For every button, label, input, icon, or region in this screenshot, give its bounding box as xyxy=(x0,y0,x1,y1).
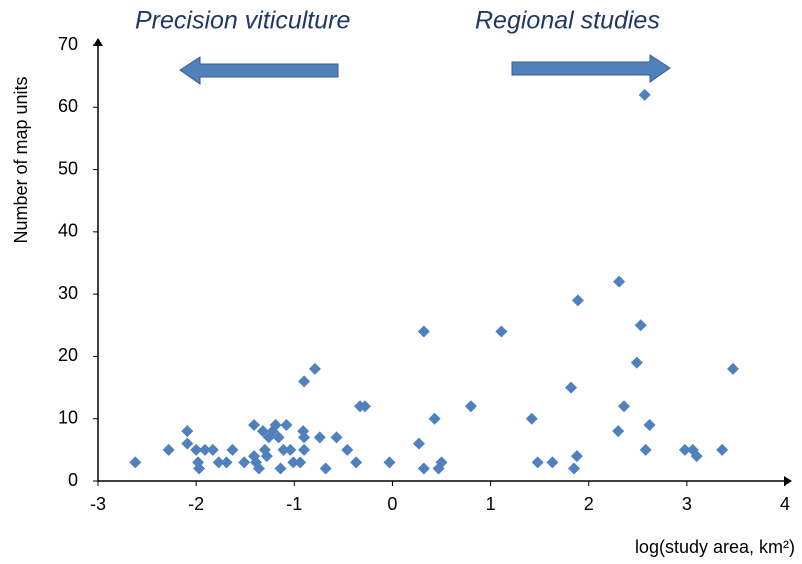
point xyxy=(678,443,691,456)
x-tick-label: 0 xyxy=(387,494,397,514)
point xyxy=(256,425,269,438)
point xyxy=(618,400,631,413)
point xyxy=(269,418,282,431)
point xyxy=(287,456,300,469)
point xyxy=(248,418,261,431)
point xyxy=(238,456,251,469)
point xyxy=(298,431,311,444)
y-tick-label: 40 xyxy=(58,221,78,241)
point xyxy=(428,412,441,425)
point xyxy=(272,431,285,444)
point xyxy=(198,443,211,456)
point xyxy=(330,431,343,444)
point xyxy=(690,450,703,463)
point xyxy=(193,462,206,475)
point xyxy=(277,443,290,456)
x-tick-label: 3 xyxy=(682,494,692,514)
axis-arrow xyxy=(784,476,792,486)
x-axis-label: log(study area, km²) xyxy=(635,537,795,557)
point xyxy=(638,88,651,101)
y-tick-label: 60 xyxy=(58,96,78,116)
annotation: Regional studies xyxy=(475,7,660,35)
point xyxy=(313,431,326,444)
point xyxy=(525,412,538,425)
point xyxy=(298,375,311,388)
annotation: Precision viticulture xyxy=(135,7,350,35)
point xyxy=(716,443,729,456)
point xyxy=(634,319,647,332)
point xyxy=(280,418,293,431)
point xyxy=(294,456,307,469)
point xyxy=(531,456,544,469)
x-tick-label: 1 xyxy=(486,494,496,514)
point xyxy=(252,462,265,475)
point xyxy=(350,456,363,469)
y-tick-label: 50 xyxy=(58,158,78,178)
point xyxy=(260,450,273,463)
point xyxy=(129,456,142,469)
point xyxy=(206,443,219,456)
y-tick-label: 30 xyxy=(58,283,78,303)
point xyxy=(417,462,430,475)
y-axis-label: Number of map units xyxy=(11,76,31,243)
y-tick-label: 10 xyxy=(58,407,78,427)
point xyxy=(435,456,448,469)
point xyxy=(643,418,656,431)
point xyxy=(319,462,332,475)
point xyxy=(639,443,652,456)
point xyxy=(417,325,430,338)
y-tick-label: 20 xyxy=(58,345,78,365)
point xyxy=(190,443,203,456)
point xyxy=(546,456,559,469)
x-tick-label: -2 xyxy=(188,494,204,514)
point xyxy=(383,456,396,469)
y-tick-label: 0 xyxy=(68,470,78,490)
y-tick-label: 70 xyxy=(58,34,78,54)
point xyxy=(412,437,425,450)
point xyxy=(613,275,626,288)
x-tick-label: -3 xyxy=(90,494,106,514)
point xyxy=(630,356,643,369)
point xyxy=(612,425,625,438)
point xyxy=(726,362,739,375)
point xyxy=(226,443,239,456)
point xyxy=(464,400,477,413)
right-arrow xyxy=(511,54,671,83)
x-tick-label: 4 xyxy=(780,494,790,514)
point xyxy=(274,462,287,475)
point xyxy=(495,325,508,338)
left-arrow xyxy=(179,56,339,85)
point xyxy=(220,456,233,469)
point xyxy=(212,456,225,469)
point xyxy=(181,437,194,450)
point xyxy=(162,443,175,456)
x-tick-label: 2 xyxy=(584,494,594,514)
point xyxy=(341,443,354,456)
point xyxy=(358,400,371,413)
point xyxy=(565,381,578,394)
point xyxy=(181,425,194,438)
point xyxy=(284,443,297,456)
point xyxy=(571,294,584,307)
axis-arrow xyxy=(93,38,103,46)
point xyxy=(298,443,311,456)
point xyxy=(308,362,321,375)
point xyxy=(570,450,583,463)
x-tick-label: -1 xyxy=(286,494,302,514)
point xyxy=(567,462,580,475)
